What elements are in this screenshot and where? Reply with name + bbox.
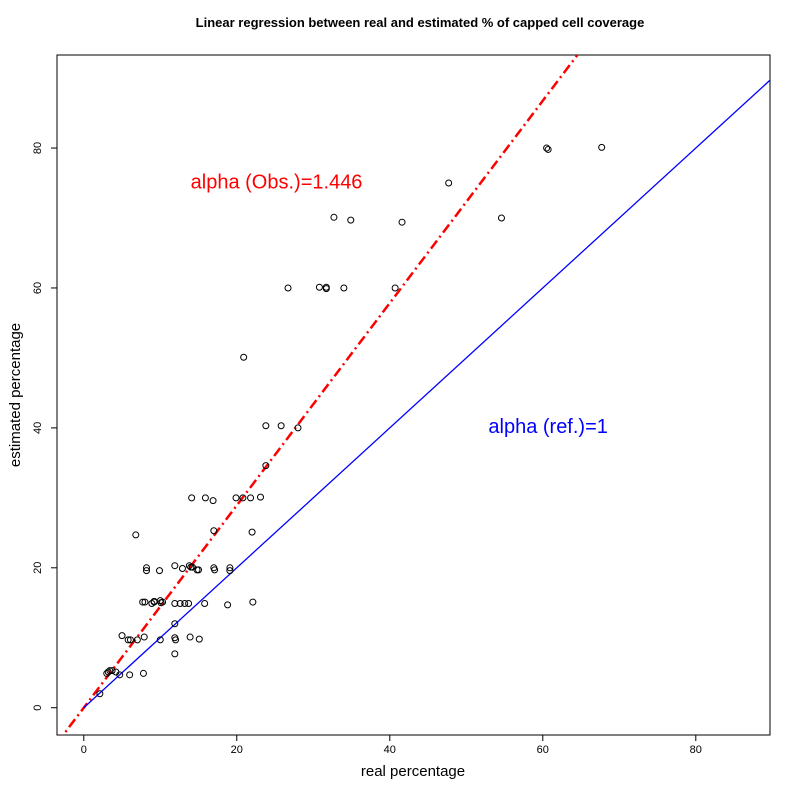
x-tick-label: 20	[231, 744, 243, 756]
point	[497, 214, 505, 222]
point	[124, 636, 132, 644]
point	[330, 213, 338, 221]
point	[226, 564, 234, 572]
point	[226, 567, 234, 575]
point	[284, 284, 292, 292]
point	[347, 216, 355, 224]
point	[445, 179, 453, 187]
point	[195, 635, 203, 643]
point	[249, 598, 257, 606]
point	[239, 494, 247, 502]
point	[143, 567, 151, 575]
point	[201, 494, 209, 502]
point	[262, 462, 270, 470]
reference-line	[61, 55, 579, 735]
point	[195, 566, 203, 574]
point	[209, 497, 217, 505]
x-tick-label: 60	[537, 744, 549, 756]
point	[139, 598, 147, 606]
chart-title: Linear regression between real and estim…	[196, 15, 645, 30]
point	[224, 601, 232, 609]
point	[178, 564, 186, 572]
point	[140, 633, 148, 641]
point	[126, 636, 134, 644]
point	[104, 668, 112, 676]
y-tick-label: 20	[32, 562, 44, 574]
point	[132, 531, 140, 539]
point	[156, 636, 164, 644]
point	[185, 599, 193, 607]
point	[211, 566, 219, 574]
point	[248, 528, 256, 536]
point	[277, 422, 285, 430]
point	[262, 422, 270, 430]
point	[156, 567, 164, 575]
point	[294, 424, 302, 432]
point	[247, 494, 255, 502]
reference-line	[83, 79, 770, 709]
point	[171, 599, 179, 607]
x-tick-label: 80	[690, 744, 702, 756]
point	[391, 284, 399, 292]
point	[201, 599, 209, 607]
point	[171, 620, 179, 628]
point	[186, 633, 194, 641]
point	[315, 283, 323, 291]
point	[181, 599, 189, 607]
point	[112, 668, 120, 676]
point	[126, 671, 134, 679]
y-tick-label: 40	[32, 422, 44, 434]
point	[171, 650, 179, 658]
point	[188, 494, 196, 502]
annotation: alpha (ref.)=1	[488, 416, 608, 438]
point	[398, 218, 406, 226]
point	[256, 493, 264, 501]
point	[172, 636, 180, 644]
point	[176, 599, 184, 607]
x-tick-label: 40	[384, 744, 396, 756]
plot-area	[61, 55, 770, 735]
point	[322, 285, 330, 293]
point	[141, 598, 149, 606]
point	[240, 353, 248, 361]
plot-frame	[56, 54, 771, 736]
point	[187, 563, 195, 571]
y-axis-label: estimated percentage	[7, 323, 24, 467]
point	[156, 597, 164, 605]
y-tick-label: 80	[32, 142, 44, 154]
point	[210, 527, 218, 535]
x-axis-label: real percentage	[361, 763, 465, 780]
point	[143, 564, 151, 572]
point	[544, 145, 552, 153]
point	[108, 667, 116, 675]
annotation: alpha (Obs.)=1.446	[191, 171, 363, 193]
point	[340, 284, 348, 292]
point	[232, 494, 240, 502]
x-tick-label: 0	[81, 744, 87, 756]
y-tick-label: 60	[32, 282, 44, 294]
point	[171, 562, 179, 570]
point	[543, 144, 551, 152]
point	[118, 632, 126, 640]
point	[133, 636, 141, 644]
point	[598, 143, 606, 151]
point	[96, 690, 104, 698]
point	[139, 669, 147, 677]
y-tick-label: 0	[32, 705, 44, 711]
